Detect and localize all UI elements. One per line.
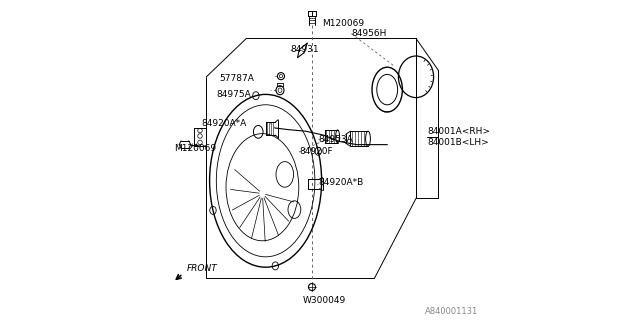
Text: M120069: M120069 xyxy=(323,20,365,28)
Text: 84001B<LH>: 84001B<LH> xyxy=(428,138,489,147)
Text: FRONT: FRONT xyxy=(187,264,218,273)
Text: 84931: 84931 xyxy=(291,45,319,54)
Text: M120069: M120069 xyxy=(174,144,216,153)
Text: 57787A: 57787A xyxy=(220,74,254,83)
Text: 84920F: 84920F xyxy=(300,148,333,156)
Text: 84920A*A: 84920A*A xyxy=(201,119,246,128)
Text: 84920A*B: 84920A*B xyxy=(319,178,364,187)
Text: 84975A: 84975A xyxy=(216,90,251,99)
Text: 84956H: 84956H xyxy=(351,29,387,38)
Text: W300049: W300049 xyxy=(302,296,346,305)
Text: 84953A: 84953A xyxy=(319,135,353,144)
Text: A840001131: A840001131 xyxy=(425,307,479,316)
Text: 84001A<RH>: 84001A<RH> xyxy=(428,127,490,136)
